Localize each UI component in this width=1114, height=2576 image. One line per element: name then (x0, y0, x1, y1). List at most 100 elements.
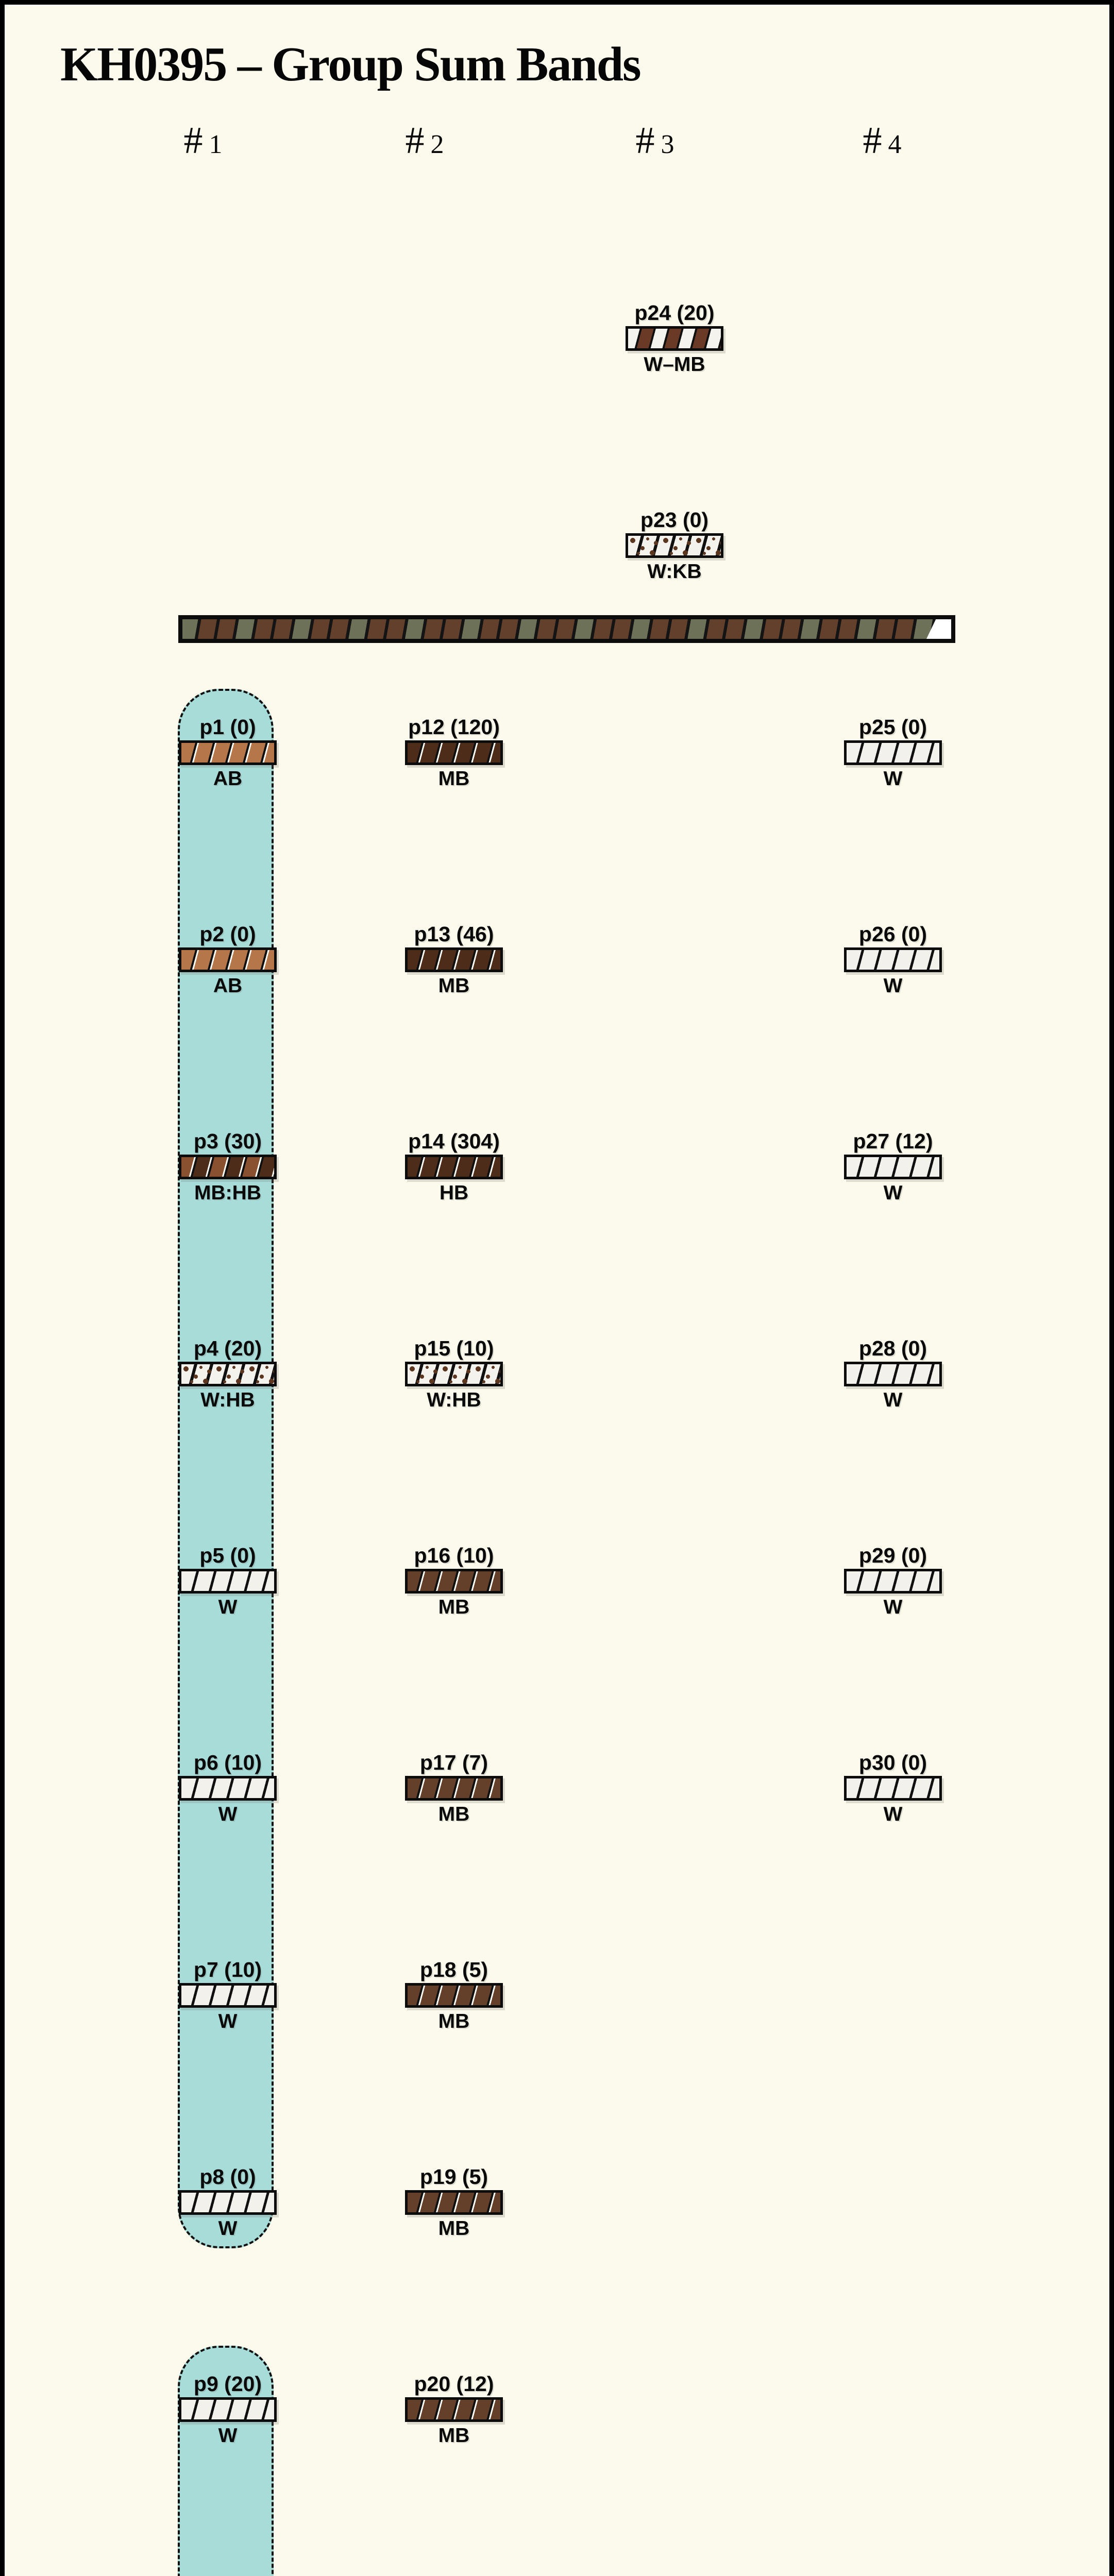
band-swatch-w (179, 1569, 277, 1594)
header-hash: # (635, 120, 655, 162)
band-item-p12: p12 (120) MB (405, 708, 503, 789)
header-number: 3 (661, 130, 674, 159)
header-number: 4 (888, 130, 902, 159)
band-swatch-w (844, 1155, 942, 1179)
band-swatch-mb (405, 2190, 503, 2215)
band-code-label: AB (213, 975, 243, 997)
band-code-label: W (883, 1803, 903, 1825)
band-item-p18: p18 (5) MB (405, 1951, 503, 2031)
band-label: p2 (0) (199, 922, 256, 946)
band-code-label: W:HB (200, 1389, 255, 1411)
band-label: p26 (0) (858, 922, 927, 946)
band-label: p28 (0) (858, 1336, 927, 1360)
band-item-p9: p9 (20) W (179, 2365, 277, 2446)
band-item-p24: p24 (20) W–MB (626, 294, 723, 375)
band-label: p27 (12) (853, 1129, 933, 1153)
band-label: p7 (10) (193, 1958, 262, 1981)
band-swatch-ab (179, 947, 277, 972)
header-hash: # (183, 120, 203, 162)
band-item-p25: p25 (0) W (844, 708, 942, 789)
band-label: p8 (0) (199, 2165, 256, 2189)
band-code-label: W (883, 1182, 903, 1204)
band-label: p29 (0) (858, 1544, 927, 1567)
band-code-label: W–MB (644, 353, 705, 376)
band-code-label: MB:HB (194, 1182, 261, 1204)
band-code-label: W (883, 1596, 903, 1618)
band-code-label: W:KB (647, 561, 702, 583)
band-label: p12 (120) (408, 715, 500, 739)
band-item-p10: p10 (30)W (179, 2572, 277, 2576)
band-label: p15 (10) (414, 1336, 494, 1360)
band-swatch-w (844, 1776, 942, 1801)
band-label: p5 (0) (199, 1544, 256, 1567)
band-code-label: W (883, 1389, 903, 1411)
column-header-3: #3 (598, 119, 712, 163)
band-item-p6: p6 (10) W (179, 1743, 277, 1824)
band-code-label: W (218, 2217, 238, 2240)
band-label: p19 (5) (419, 2165, 488, 2189)
band-label: p30 (0) (858, 1751, 927, 1774)
divider-end-notch (926, 619, 951, 639)
column-header-1: #1 (146, 119, 260, 163)
band-swatch-w-mb (626, 326, 723, 351)
band-swatch-mb-dark (405, 740, 503, 765)
band-item-p17: p17 (7) MB (405, 1743, 503, 1824)
column-header-2: #2 (368, 119, 481, 163)
band-swatch-mb (405, 1983, 503, 2008)
band-code-label: AB (213, 768, 243, 790)
band-label: p10 (30) (179, 2572, 277, 2576)
band-swatch-w-hb (405, 1362, 503, 1386)
band-code-label: W (218, 2425, 238, 2447)
band-swatch-ab (179, 740, 277, 765)
band-label: p18 (5) (419, 1958, 488, 1981)
band-code-label: W (883, 975, 903, 997)
band-code-label: W (218, 2010, 238, 2032)
header-number: 1 (209, 130, 223, 159)
band-item-p26: p26 (0) W (844, 915, 942, 996)
band-label: p16 (10) (414, 1544, 494, 1567)
band-swatch-w (179, 2190, 277, 2215)
band-code-label: W (218, 1596, 238, 1618)
band-swatch-w (179, 2397, 277, 2422)
band-swatch-mb (405, 1569, 503, 1594)
band-swatch-w (179, 1983, 277, 2008)
band-item-p20: p20 (12) MB (405, 2365, 503, 2446)
band-item-p8: p8 (0) W (179, 2158, 277, 2239)
band-label: p3 (30) (193, 1129, 262, 1153)
band-item-p7: p7 (10) W (179, 1951, 277, 2031)
band-swatch-w (844, 1362, 942, 1386)
band-code-label: W (883, 768, 903, 790)
group-sum-divider-band (178, 615, 955, 643)
band-label: p17 (7) (419, 1751, 488, 1774)
band-label: p4 (20) (193, 1336, 262, 1360)
band-item-p1: p1 (0) AB (179, 708, 277, 789)
band-code-label: MB (438, 1596, 470, 1618)
band-label: p14 (304) (408, 1129, 500, 1153)
band-label: p1 (0) (199, 715, 256, 739)
band-item-p5: p5 (0) W (179, 1536, 277, 1617)
band-label: p6 (10) (193, 1751, 262, 1774)
band-label: p13 (46) (414, 922, 494, 946)
band-swatch-w (844, 947, 942, 972)
band-item-p4: p4 (20) W:HB (179, 1329, 277, 1410)
band-item-p3: p3 (30) MB:HB (179, 1122, 277, 1203)
band-item-p27: p27 (12) W (844, 1122, 942, 1203)
band-code-label: MB (438, 975, 470, 997)
band-code-label: W (218, 1803, 238, 1825)
band-item-p30: p30 (0) W (844, 1743, 942, 1824)
band-swatch-mb-hb (179, 1155, 277, 1179)
band-swatch-mb-dark (405, 1155, 503, 1179)
band-label: p21 (11) (405, 2572, 503, 2576)
band-label: p9 (20) (193, 2372, 262, 2396)
band-code-label: MB (438, 1803, 470, 1825)
band-item-p16: p16 (10) MB (405, 1536, 503, 1617)
band-item-p21: p21 (11)MB (405, 2572, 503, 2576)
group-highlight-2 (178, 2346, 274, 2576)
band-item-p23: p23 (0) W:KB (626, 501, 723, 582)
band-label: p20 (12) (414, 2372, 494, 2396)
header-number: 2 (430, 130, 444, 159)
band-swatch-mb-dark (405, 947, 503, 972)
band-swatch-w-hb (179, 1362, 277, 1386)
band-label: p25 (0) (858, 715, 927, 739)
